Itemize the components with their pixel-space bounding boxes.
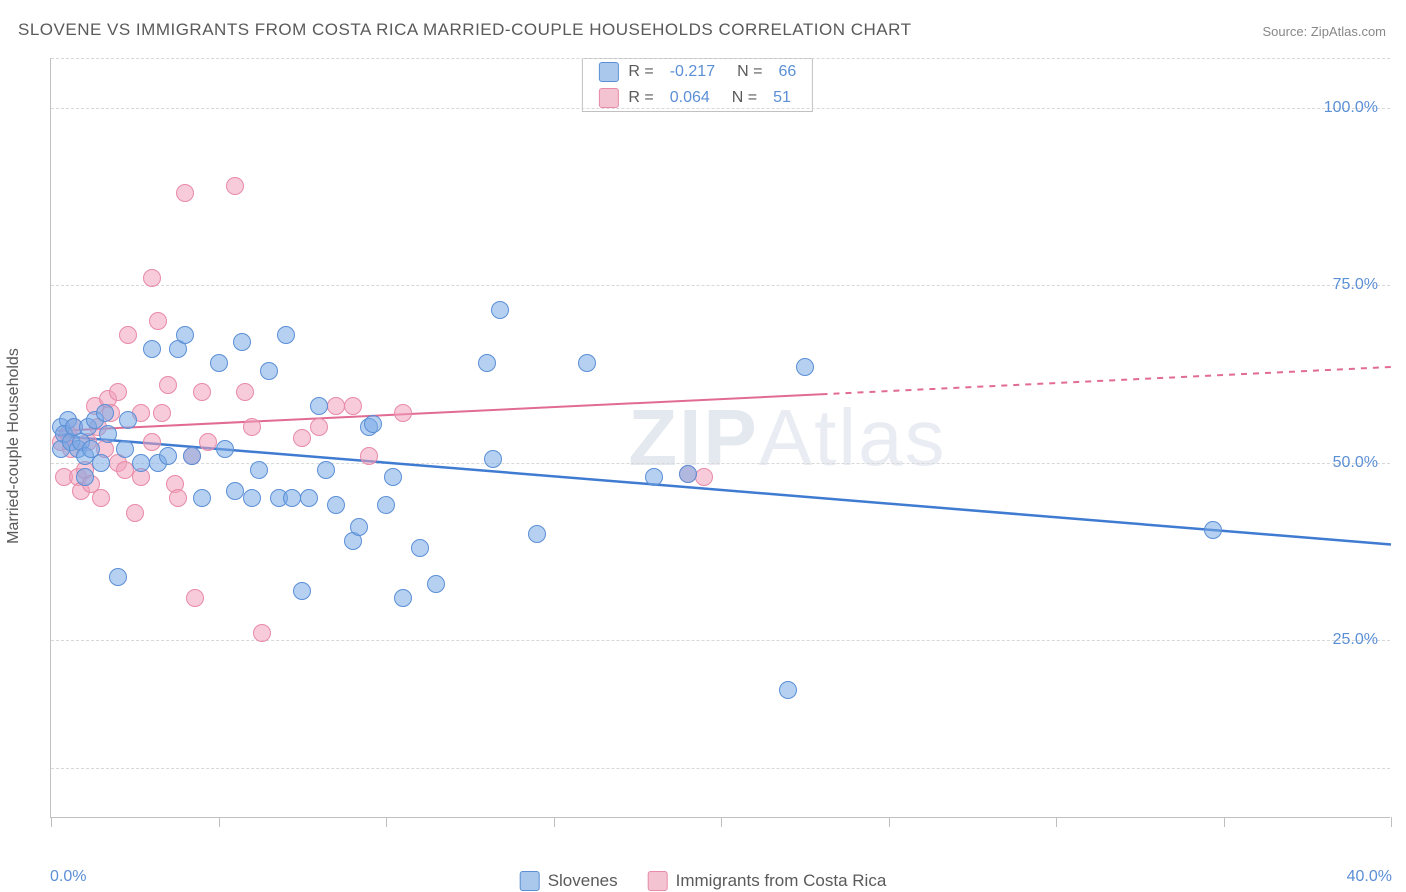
data-point <box>327 496 345 514</box>
data-point <box>679 465 697 483</box>
data-point <box>364 415 382 433</box>
swatch-blue <box>520 871 540 891</box>
data-point <box>186 589 204 607</box>
data-point <box>578 354 596 372</box>
data-point <box>300 489 318 507</box>
data-point <box>109 568 127 586</box>
data-point <box>645 468 663 486</box>
data-point <box>384 468 402 486</box>
data-point <box>116 461 134 479</box>
data-point <box>92 489 110 507</box>
plot-area: ZIPAtlas R = -0.217 N = 66 R = 0.064 N =… <box>50 58 1390 818</box>
data-point <box>116 440 134 458</box>
data-point <box>153 404 171 422</box>
data-point <box>226 482 244 500</box>
x-tick <box>219 817 220 827</box>
data-point <box>96 404 114 422</box>
x-tick <box>889 817 890 827</box>
data-point <box>143 433 161 451</box>
x-tick-label-40: 40.0% <box>1347 868 1392 886</box>
x-tick <box>1224 817 1225 827</box>
data-point <box>394 589 412 607</box>
data-point <box>344 397 362 415</box>
x-tick <box>1056 817 1057 827</box>
data-point <box>427 575 445 593</box>
data-point <box>216 440 234 458</box>
legend: Slovenes Immigrants from Costa Rica <box>520 871 887 891</box>
legend-item: Immigrants from Costa Rica <box>648 871 887 891</box>
data-point <box>250 461 268 479</box>
data-point <box>411 539 429 557</box>
data-point <box>779 681 797 699</box>
data-point <box>243 489 261 507</box>
data-point <box>193 489 211 507</box>
data-point <box>99 425 117 443</box>
data-point <box>277 326 295 344</box>
data-point <box>243 418 261 436</box>
x-tick <box>386 817 387 827</box>
data-point <box>199 433 217 451</box>
chart-title: SLOVENE VS IMMIGRANTS FROM COSTA RICA MA… <box>18 20 911 40</box>
data-point <box>210 354 228 372</box>
data-point <box>293 582 311 600</box>
data-point <box>293 429 311 447</box>
data-point <box>126 504 144 522</box>
data-point <box>478 354 496 372</box>
data-point <box>233 333 251 351</box>
data-point <box>119 411 137 429</box>
data-point <box>260 362 278 380</box>
x-tick <box>51 817 52 827</box>
data-point <box>119 326 137 344</box>
data-point <box>394 404 412 422</box>
data-point <box>149 312 167 330</box>
data-point <box>226 177 244 195</box>
trendlines <box>51 58 1391 818</box>
data-point <box>528 525 546 543</box>
legend-label: Slovenes <box>548 871 618 891</box>
data-point <box>159 447 177 465</box>
data-point <box>76 468 94 486</box>
data-point <box>327 397 345 415</box>
legend-item: Slovenes <box>520 871 618 891</box>
data-point <box>283 489 301 507</box>
data-point <box>132 454 150 472</box>
data-point <box>143 269 161 287</box>
x-tick <box>721 817 722 827</box>
data-point <box>796 358 814 376</box>
data-point <box>377 496 395 514</box>
data-point <box>236 383 254 401</box>
data-point <box>109 383 127 401</box>
swatch-pink <box>648 871 668 891</box>
data-point <box>360 447 378 465</box>
x-tick <box>554 817 555 827</box>
data-point <box>169 489 187 507</box>
data-point <box>1204 521 1222 539</box>
data-point <box>176 326 194 344</box>
data-point <box>92 454 110 472</box>
y-axis-label: Married-couple Households <box>5 348 23 544</box>
data-point <box>310 418 328 436</box>
data-point <box>350 518 368 536</box>
legend-label: Immigrants from Costa Rica <box>676 871 887 891</box>
data-point <box>484 450 502 468</box>
data-point <box>253 624 271 642</box>
x-tick <box>1391 817 1392 827</box>
data-point <box>159 376 177 394</box>
data-point <box>310 397 328 415</box>
data-point <box>193 383 211 401</box>
data-point <box>491 301 509 319</box>
data-point <box>695 468 713 486</box>
data-point <box>143 340 161 358</box>
data-point <box>176 184 194 202</box>
data-point <box>317 461 335 479</box>
data-point <box>183 447 201 465</box>
x-tick-label-0: 0.0% <box>50 868 86 886</box>
source-label: Source: ZipAtlas.com <box>1262 24 1386 39</box>
